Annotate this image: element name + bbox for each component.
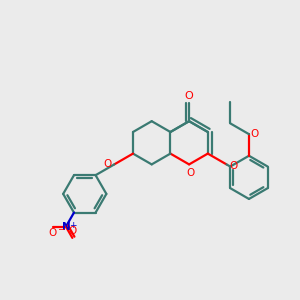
Text: O: O [187, 168, 195, 178]
Text: O: O [103, 159, 111, 170]
Text: +: + [70, 220, 77, 230]
Text: O: O [185, 91, 194, 101]
Text: O: O [250, 129, 259, 139]
Text: O: O [68, 226, 76, 236]
Text: −: − [57, 224, 64, 233]
Text: O: O [49, 228, 57, 238]
Text: O: O [230, 161, 238, 171]
Text: N: N [61, 222, 70, 232]
